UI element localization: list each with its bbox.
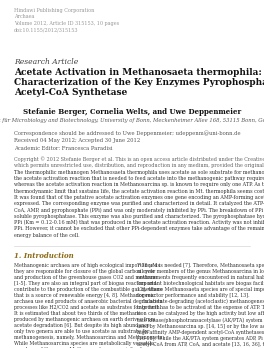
Text: Research Article: Research Article — [14, 58, 78, 66]
Text: Copyright © 2012 Stefanie Berger et al. This is an open access article distribut: Copyright © 2012 Stefanie Berger et al. … — [14, 156, 264, 168]
Text: The thermophilic methanogen Methanosaeta thermophila uses acetate as sole substr: The thermophilic methanogen Methanosaeta… — [14, 170, 264, 238]
Text: Methanogenic archaea are of high ecological importance as
they are responsible f: Methanogenic archaea are of high ecologi… — [14, 263, 164, 348]
Text: Stefanie Berger, Cornelia Welts, and Uwe Deppenmeier: Stefanie Berger, Cornelia Welts, and Uwe… — [23, 108, 241, 116]
Text: Hindawi Publishing Corporation
Archaea
Volume 2012, Article ID 315153, 10 pages
: Hindawi Publishing Corporation Archaea V… — [14, 8, 119, 32]
Text: 7-70 μM is needed [7]. Therefore, Methanosaeta species prev-
ail over members of: 7-70 μM is needed [7]. Therefore, Methan… — [137, 263, 264, 348]
Text: Characterization of the Key Enzymes Pyrophosphatase and: Characterization of the Key Enzymes Pyro… — [14, 78, 264, 87]
Text: 1. Introduction: 1. Introduction — [14, 252, 74, 260]
Text: Acetate Activation in Methanosaeta thermophila:: Acetate Activation in Methanosaeta therm… — [14, 68, 262, 77]
Text: Academic Editor: Francesca Paradisi: Academic Editor: Francesca Paradisi — [14, 146, 113, 151]
Text: Correspondence should be addressed to Uwe Deppenmeier; udeppenm@uni-bonn.de: Correspondence should be addressed to Uw… — [14, 130, 241, 136]
Text: Institut für Microbiology and Biotechnology, University of Bonn, Meckenheimer Al: Institut für Microbiology and Biotechnol… — [0, 118, 264, 123]
Text: Received 04 May 2012; Accepted 30 June 2012: Received 04 May 2012; Accepted 30 June 2… — [14, 138, 140, 143]
Text: Acetyl-CoA Synthetase: Acetyl-CoA Synthetase — [14, 88, 127, 97]
